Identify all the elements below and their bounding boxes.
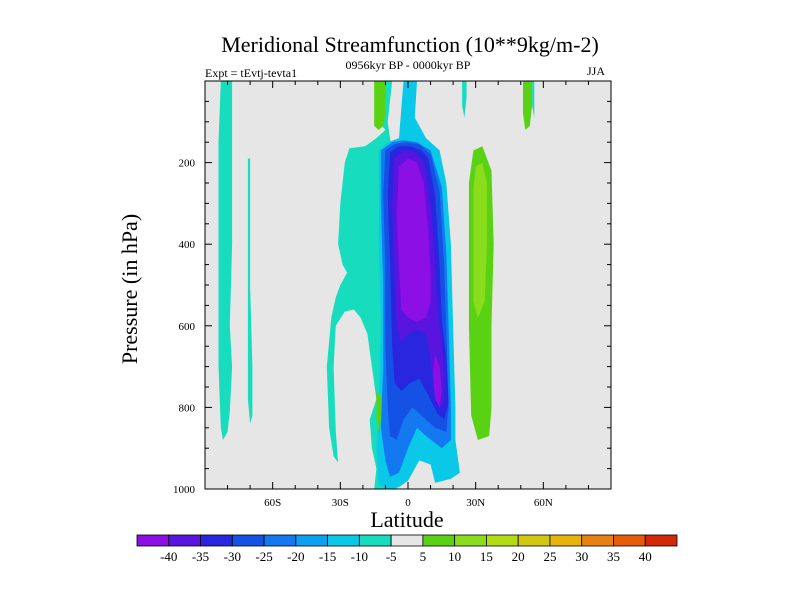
colorbar-swatch	[486, 534, 519, 547]
colorbar-label: 35	[607, 549, 620, 564]
colorbar-label: -25	[255, 549, 272, 564]
contour-layer	[218, 81, 535, 489]
x-tick-label: 60N	[534, 497, 553, 509]
contour-region-equatorial-core-40	[396, 158, 431, 322]
time-range-label: 0956kyr BP - 0000kyr BP	[346, 58, 471, 72]
colorbar-label: -15	[319, 549, 336, 564]
axis-ticks: 60S 30S 0 30N 60N 200 400 600 800 1000	[173, 81, 611, 509]
y-tick-label: 600	[179, 321, 196, 333]
colorbar-label: 25	[543, 549, 556, 564]
contour-region-lower-positive-patch	[376, 391, 381, 432]
colorbar-swatch	[295, 534, 328, 547]
chart-title: Meridional Streamfunction (10**9kg/m-2)	[221, 32, 599, 57]
colorbar-swatch	[549, 534, 583, 547]
x-tick-label: 30S	[332, 497, 349, 509]
contour-region-lower-minimum-40	[432, 354, 442, 408]
colorbar-swatch	[358, 534, 392, 547]
colorbar-swatch	[231, 534, 265, 547]
colorbar-swatch	[581, 534, 614, 547]
contour-region-northern-upper-strip-2	[532, 81, 535, 118]
colorbar-swatch	[263, 534, 297, 547]
season-label: JJA	[587, 64, 605, 78]
colorbar-swatch	[422, 534, 456, 547]
x-tick-label: 0	[405, 497, 411, 509]
colorbar-swatch	[613, 534, 646, 547]
x-tick-label: 60S	[264, 497, 281, 509]
colorbar-label: -5	[386, 549, 397, 564]
contour-region-southern-thin-strip	[247, 158, 253, 424]
y-tick-label: 800	[179, 402, 196, 414]
y-tick-label: 400	[179, 239, 196, 251]
colorbar-swatch	[327, 534, 360, 547]
x-axis-label: Latitude	[370, 507, 443, 532]
y-tick-label: 1000	[173, 484, 196, 496]
colorbar-swatch	[200, 534, 233, 547]
colorbar-label: -20	[287, 549, 304, 564]
colorbar-label: 15	[480, 549, 493, 564]
colorbar-swatch	[454, 534, 487, 547]
contour-region-northern-strip-near-pole	[462, 81, 467, 118]
colorbar-label: -35	[192, 549, 209, 564]
colorbar-swatch	[136, 534, 170, 547]
colorbar-label: 40	[639, 549, 652, 564]
contour-region-northern-blank	[455, 81, 460, 114]
colorbar-label: -40	[160, 549, 177, 564]
colorbar-label: -30	[224, 549, 241, 564]
colorbar-label: 10	[448, 549, 461, 564]
plot-area: 60S 30S 0 30N 60N 200 400 600 800 1000	[173, 80, 612, 509]
colorbar-label: 20	[512, 549, 525, 564]
colorbar-swatch	[644, 534, 678, 547]
y-tick-label: 200	[179, 158, 196, 170]
colorbar-swatch	[517, 534, 551, 547]
contour-region-southern-high-latitude-strip	[218, 81, 233, 440]
x-tick-label: 30N	[466, 497, 485, 509]
colorbar-label: 5	[420, 549, 427, 564]
contour-region-northern-positive-15	[473, 162, 487, 318]
experiment-label: Expt = tEvtj-tevta1	[205, 66, 297, 80]
colorbar-label: -10	[351, 549, 368, 564]
contour-region-upper-positive-patch	[374, 81, 386, 130]
colorbar-label: 30	[575, 549, 588, 564]
colorbar-swatch	[390, 534, 424, 547]
y-axis-label: Pressure (in hPa)	[117, 214, 142, 364]
contour-region-northern-upper-strip	[523, 81, 533, 130]
colorbar: -40 -35 -30 -25 -20 -15 -10 -5 5 10 15 20 25 30 35 40	[136, 534, 678, 564]
colorbar-swatch	[168, 534, 201, 547]
